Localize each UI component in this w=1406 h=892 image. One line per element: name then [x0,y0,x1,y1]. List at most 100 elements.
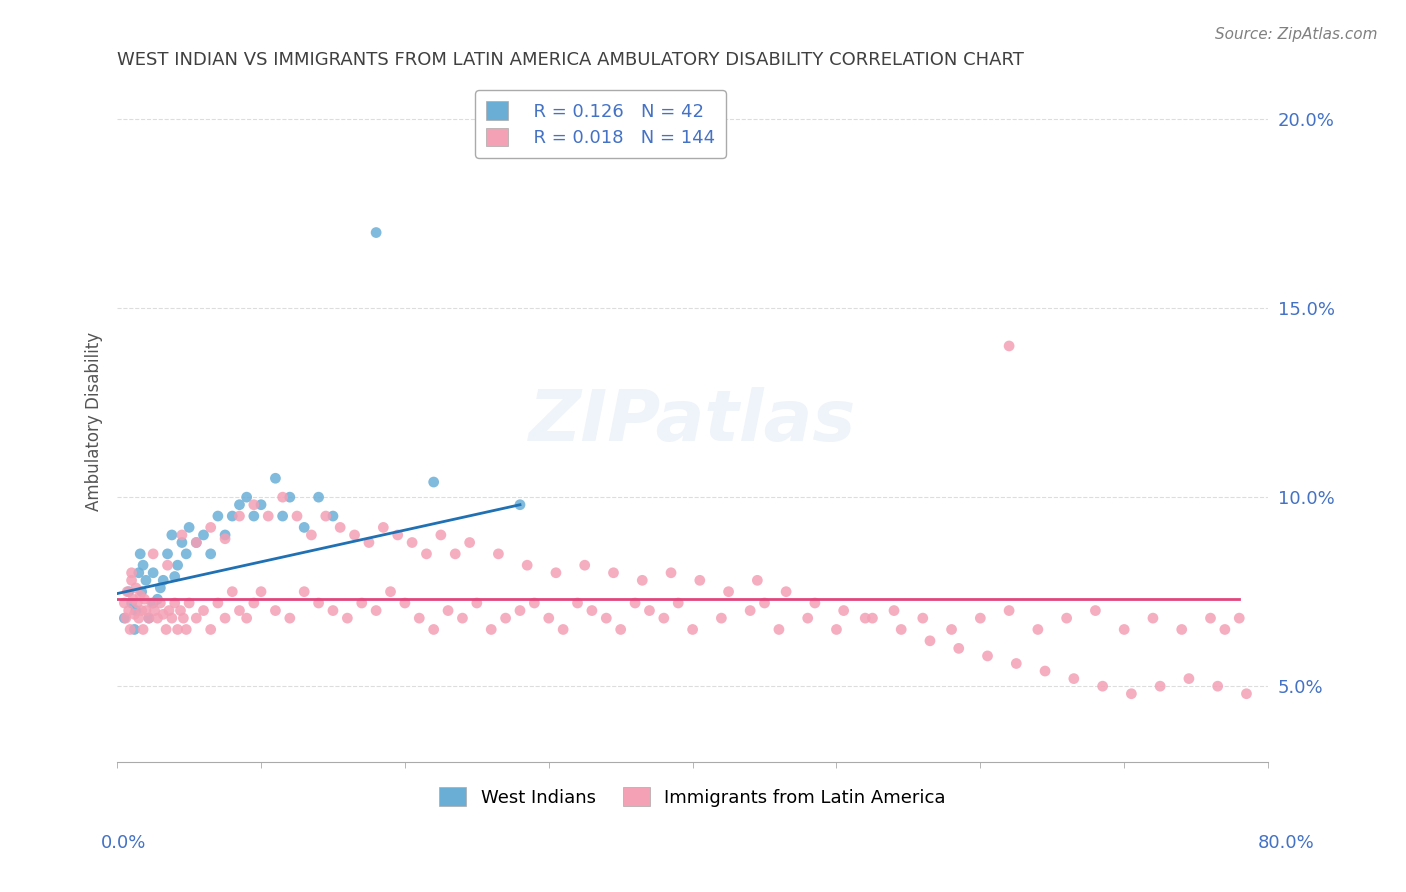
Point [373,520,395,534]
Point [581,603,603,617]
Point [129,589,152,603]
Point [775,584,797,599]
Point [768,623,790,637]
Point [567,596,589,610]
Point [134,592,156,607]
Point [174,623,197,637]
Text: Source: ZipAtlas.com: Source: ZipAtlas.com [1215,27,1378,42]
Point [631,574,654,588]
Point [666,596,689,610]
Point [166,558,188,573]
Point [264,471,287,485]
Point [124,623,146,637]
Point [142,566,165,580]
Point [157,603,180,617]
Point [124,607,146,622]
Point [131,584,153,599]
Y-axis label: Ambulatory Disability: Ambulatory Disability [86,332,103,511]
Point [128,611,150,625]
Point [1227,611,1250,625]
Point [120,623,142,637]
Point [710,611,733,625]
Point [179,520,201,534]
Point [278,490,301,504]
Point [146,611,169,625]
Point [387,528,409,542]
Point [174,547,197,561]
Point [125,581,148,595]
Point [186,611,208,625]
Point [747,574,769,588]
Point [214,532,236,546]
Point [366,226,388,240]
Point [523,596,546,610]
Point [437,603,460,617]
Point [250,498,273,512]
Point [193,603,215,617]
Point [832,603,855,617]
Point [149,581,172,595]
Point [479,623,502,637]
Point [1178,672,1201,686]
Point [221,584,243,599]
Point [1056,611,1078,625]
Point [422,623,444,637]
Point [114,611,136,625]
Point [117,584,139,599]
Point [976,648,998,663]
Point [243,498,266,512]
Point [444,547,467,561]
Point [343,528,366,542]
Point [495,611,517,625]
Point [292,584,315,599]
Point [451,611,474,625]
Point [1114,623,1136,637]
Point [796,611,818,625]
Point [998,603,1021,617]
Point [890,623,912,637]
Point [853,611,876,625]
Point [544,566,567,580]
Point [1121,687,1143,701]
Point [138,611,160,625]
Point [1033,664,1056,678]
Point [152,607,174,622]
Point [121,596,143,610]
Point [214,611,236,625]
Point [918,633,941,648]
Point [609,623,631,637]
Point [118,603,141,617]
Point [299,528,322,542]
Point [486,547,509,561]
Point [142,547,165,561]
Point [193,528,215,542]
Point [135,574,157,588]
Point [1026,623,1049,637]
Point [458,535,481,549]
Point [638,603,661,617]
Point [257,509,280,524]
Point [243,596,266,610]
Point [380,584,402,599]
Point [862,611,884,625]
Point [1005,657,1028,671]
Point [285,509,308,524]
Point [132,623,155,637]
Point [179,596,201,610]
Point [509,498,531,512]
Point [652,611,675,625]
Point [278,611,301,625]
Point [408,611,430,625]
Point [948,641,970,656]
Point [118,584,141,599]
Point [169,603,191,617]
Point [624,596,647,610]
Point [112,596,135,610]
Point [186,535,208,549]
Point [160,528,183,542]
Point [138,611,160,625]
Point [336,611,359,625]
Point [129,547,152,561]
Point [689,574,711,588]
Point [200,623,222,637]
